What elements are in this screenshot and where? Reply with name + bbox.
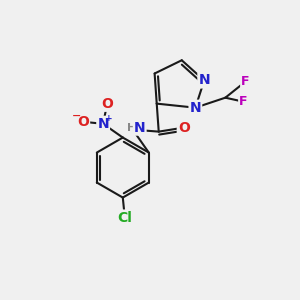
Text: O: O [77, 115, 89, 129]
Text: N: N [134, 121, 146, 135]
Text: O: O [178, 121, 190, 135]
Text: −: − [71, 111, 81, 121]
Text: F: F [239, 95, 248, 108]
Text: F: F [241, 75, 250, 88]
Text: N: N [190, 101, 201, 115]
Text: N: N [97, 117, 109, 131]
Text: Cl: Cl [117, 211, 132, 225]
Text: O: O [101, 97, 113, 111]
Text: H: H [127, 123, 136, 133]
Text: N: N [198, 74, 210, 88]
Text: +: + [105, 114, 113, 123]
